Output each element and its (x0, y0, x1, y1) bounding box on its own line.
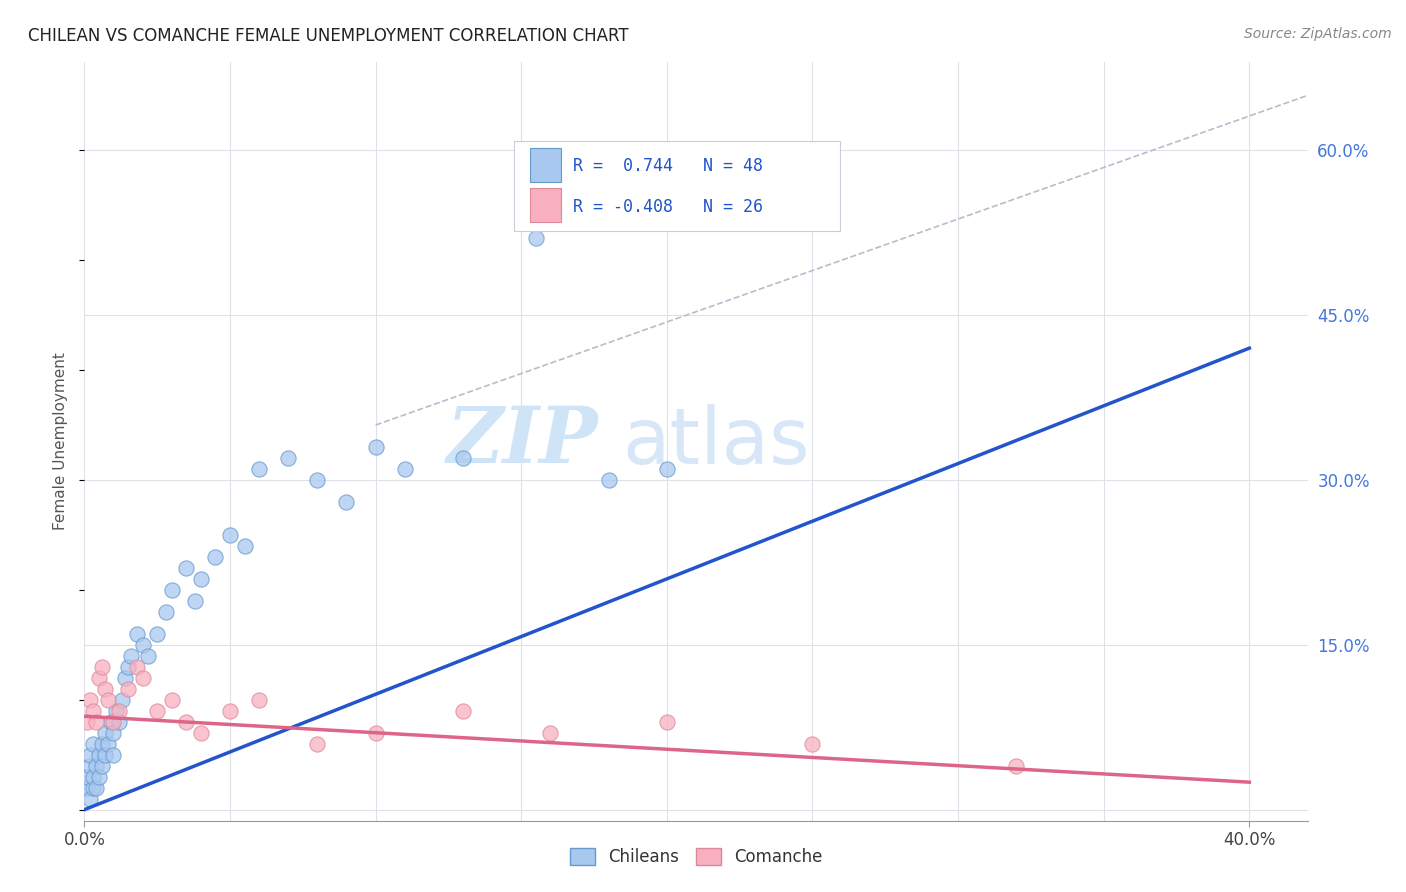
Point (184, 594, 207, 608)
Point (87, 747, 110, 762)
Point (146, 627, 169, 641)
Point (155, 605, 177, 619)
Text: atlas: atlas (623, 403, 810, 480)
Point (84, 780, 107, 795)
Text: CHILEAN VS COMANCHE FEMALE UNEMPLOYMENT CORRELATION CHART: CHILEAN VS COMANCHE FEMALE UNEMPLOYMENT … (28, 27, 628, 45)
Point (524, 231, 547, 245)
Point (93, 725, 115, 739)
Point (79, 692, 101, 706)
Point (90, 737, 112, 751)
Point (82, 737, 104, 751)
Point (233, 539, 256, 553)
Point (103, 725, 125, 739)
Point (93, 681, 115, 696)
Point (247, 692, 270, 706)
Point (103, 714, 125, 729)
Point (120, 648, 142, 663)
Point (307, 737, 329, 751)
Point (131, 671, 153, 685)
Point (97, 692, 120, 706)
Point (79, 791, 101, 805)
Point (76, 780, 98, 795)
Point (655, 462, 678, 476)
Point (146, 704, 169, 718)
Point (111, 692, 134, 706)
Point (93, 747, 115, 762)
Point (100, 714, 122, 729)
Text: R =  0.744   N = 48: R = 0.744 N = 48 (572, 157, 762, 176)
Point (364, 440, 387, 454)
Point (138, 648, 160, 663)
Point (190, 572, 212, 586)
Point (84, 714, 107, 729)
Point (364, 725, 387, 739)
Point (82, 770, 104, 784)
Point (204, 549, 226, 564)
Point (451, 704, 474, 718)
Point (79, 747, 101, 762)
Point (90, 758, 112, 772)
Point (125, 660, 148, 674)
Point (277, 450, 299, 465)
Point (97, 737, 120, 751)
Point (335, 495, 357, 509)
Point (117, 681, 139, 696)
Point (117, 660, 139, 674)
Point (82, 780, 104, 795)
Point (79, 758, 101, 772)
Point (87, 770, 110, 784)
Point (801, 737, 824, 751)
Point (125, 627, 148, 641)
Y-axis label: Female Unemployment: Female Unemployment (53, 352, 69, 531)
Point (174, 714, 197, 729)
Point (247, 462, 270, 476)
Point (90, 660, 112, 674)
Point (108, 714, 131, 729)
Text: Source: ZipAtlas.com: Source: ZipAtlas.com (1244, 27, 1392, 41)
Point (451, 450, 474, 465)
Point (105, 704, 128, 718)
Point (160, 582, 183, 597)
Point (87, 671, 110, 685)
Point (307, 473, 329, 487)
Point (219, 528, 242, 542)
Point (655, 714, 678, 729)
Text: ZIP: ZIP (447, 403, 598, 480)
Legend: Chileans, Comanche: Chileans, Comanche (562, 841, 830, 873)
Point (114, 671, 136, 685)
Point (76, 714, 98, 729)
Point (82, 704, 104, 718)
Text: R = -0.408   N = 26: R = -0.408 N = 26 (572, 197, 762, 216)
Point (103, 747, 125, 762)
Point (76, 770, 98, 784)
Point (108, 704, 131, 718)
Point (1005, 758, 1028, 772)
Point (160, 692, 183, 706)
Point (131, 638, 153, 652)
Point (219, 704, 242, 718)
Point (598, 473, 620, 487)
Point (84, 758, 107, 772)
Point (190, 725, 212, 739)
Point (174, 561, 197, 575)
Point (538, 725, 561, 739)
Point (394, 462, 416, 476)
